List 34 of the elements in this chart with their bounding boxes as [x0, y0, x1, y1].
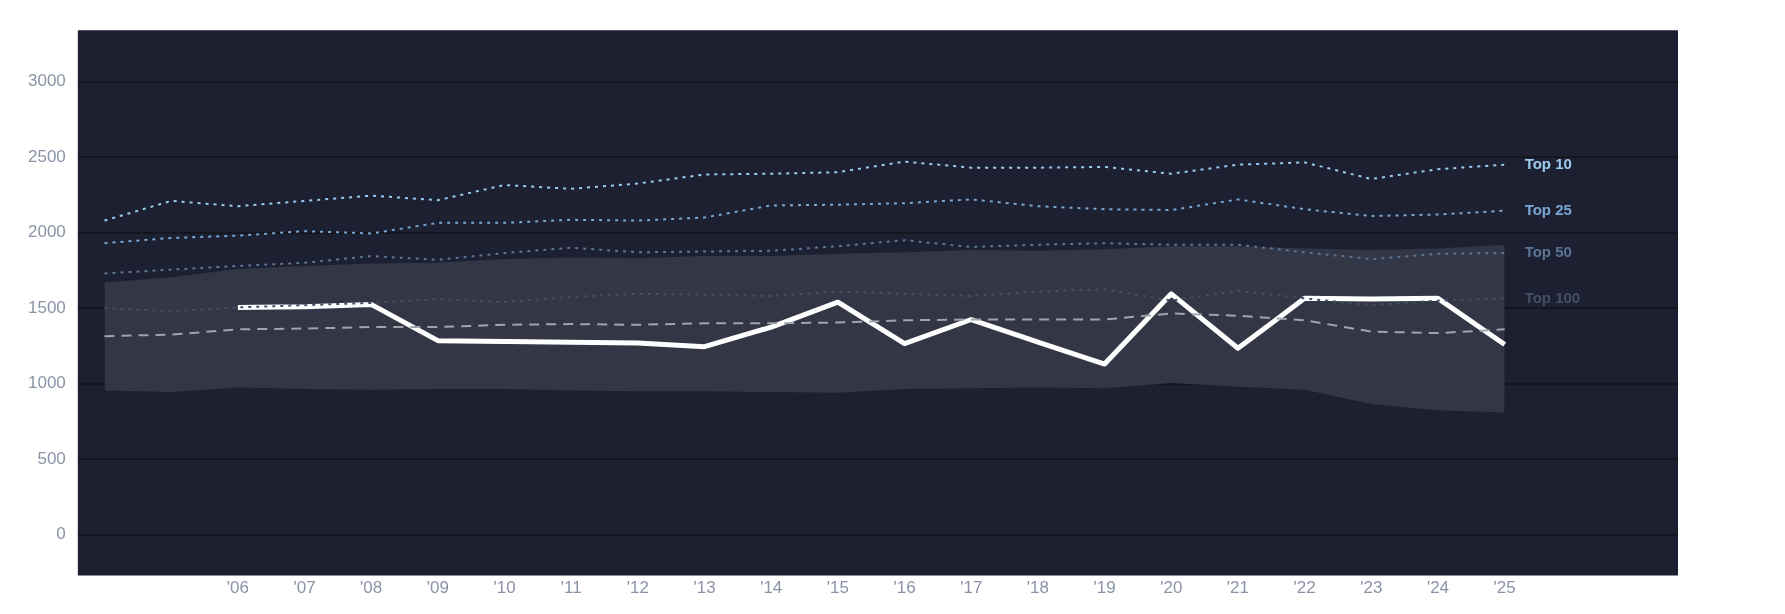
x-tick-label: '06: [226, 578, 249, 598]
x-tick-label: '07: [293, 578, 316, 598]
series-label: Top 50: [1524, 243, 1572, 261]
x-tick-label: '08: [360, 578, 383, 598]
y-tick-label: 2500: [27, 146, 66, 166]
x-tick-label: '20: [1160, 578, 1183, 598]
x-tick-label: '14: [760, 578, 783, 598]
x-tick-label: '12: [626, 578, 649, 598]
series-label: Top 10: [1524, 154, 1572, 172]
x-tick-label: '25: [1493, 578, 1516, 598]
x-tick-label: '10: [493, 578, 516, 598]
line-series: [103, 239, 1506, 275]
x-tick-label: '18: [1026, 578, 1050, 598]
x-tick-label: '19: [1093, 578, 1116, 598]
y-tick-label: 1000: [27, 373, 66, 393]
x-tick-label: '21: [1226, 578, 1250, 598]
line-series: [103, 160, 1506, 222]
y-tick-label: 0: [56, 524, 66, 544]
x-tick-label: '22: [1293, 578, 1316, 598]
line-series: [103, 312, 1506, 338]
x-tick-label: '09: [426, 578, 449, 598]
y-tick-label: 2000: [27, 222, 66, 242]
y-tick-label: 1500: [27, 297, 66, 317]
x-tick-label: '11: [560, 578, 582, 598]
y-tick-label: 500: [37, 448, 66, 468]
x-tick-label: '13: [693, 578, 716, 598]
x-tick-label: '23: [1360, 578, 1383, 598]
x-tick-label: '16: [893, 578, 916, 598]
line-series: [103, 288, 1506, 313]
x-tick-label: '15: [826, 578, 849, 598]
y-tick-label: 3000: [27, 71, 66, 91]
x-tick-label: '17: [960, 578, 983, 598]
series-label: Top 25: [1524, 200, 1572, 218]
x-tick-label: '24: [1426, 578, 1450, 598]
